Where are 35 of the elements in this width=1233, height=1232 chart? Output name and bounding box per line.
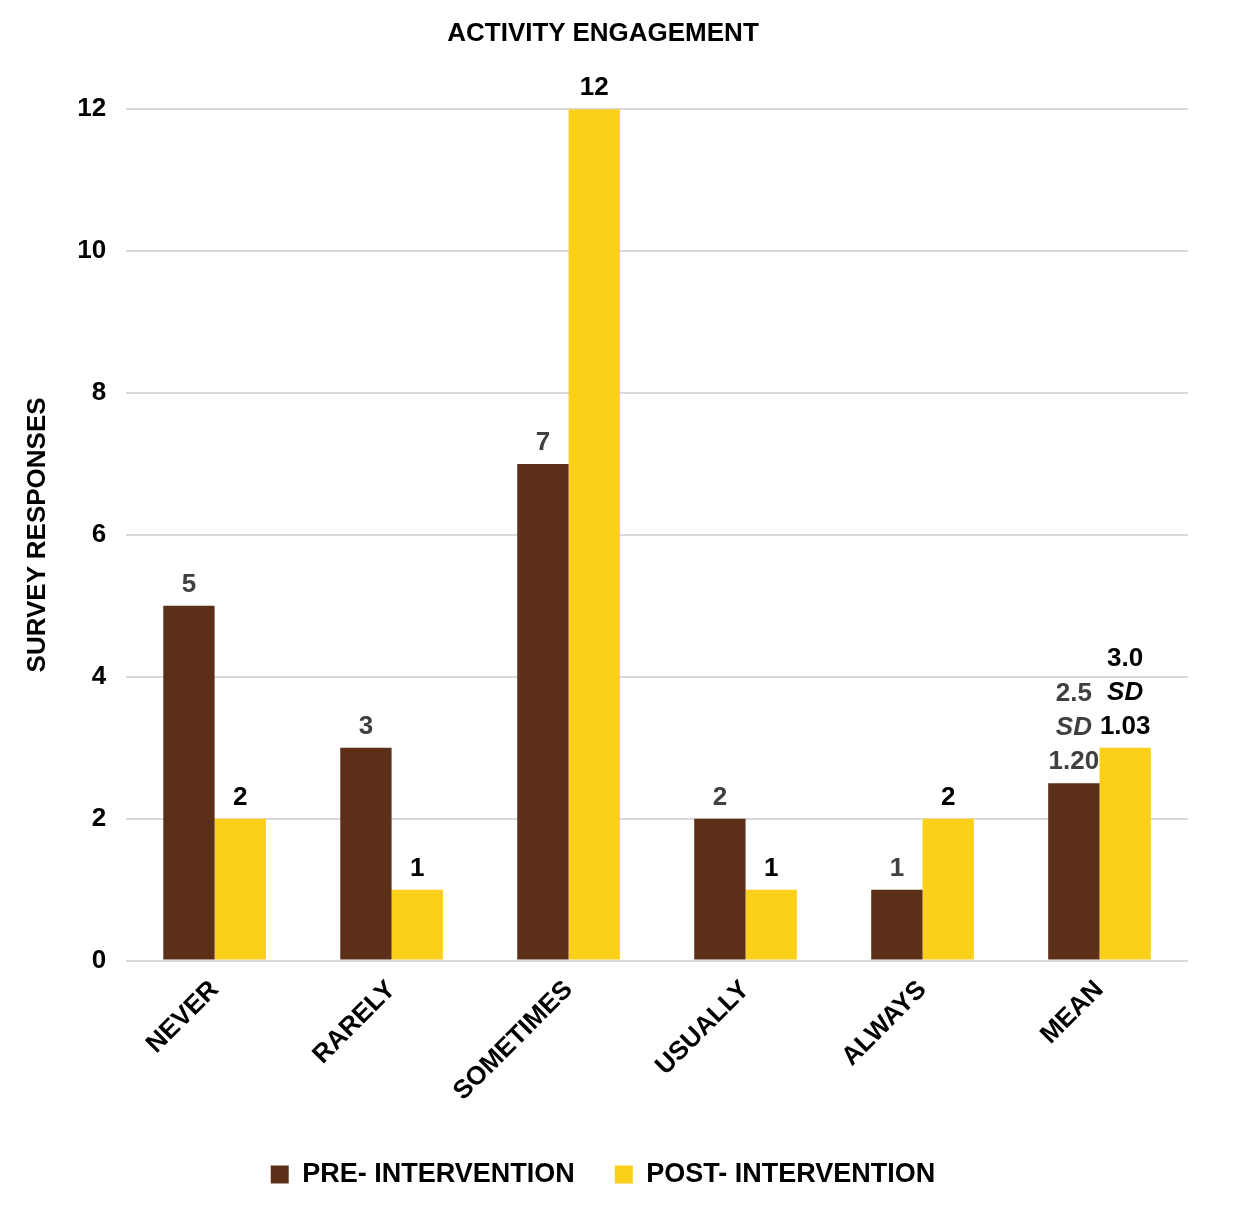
chart-title: ACTIVITY ENGAGEMENT (447, 16, 759, 47)
data-label: 2 (233, 780, 248, 811)
bar (517, 463, 569, 960)
bar (1099, 747, 1151, 960)
bar (871, 889, 923, 960)
data-label: 2 (712, 780, 728, 811)
data-label: 2.5 SD 1.20 (1048, 677, 1100, 776)
data-label: 5 (181, 568, 197, 599)
bar (1048, 783, 1100, 960)
y-tick-label: 10 (77, 234, 107, 265)
y-axis-title: SURVEY RESPONSES (20, 397, 51, 673)
bar (922, 818, 974, 960)
y-tick-label: 4 (91, 659, 107, 690)
y-tick-label: 8 (91, 376, 107, 407)
legend-label: PRE- INTERVENTION (302, 1157, 575, 1188)
bar (214, 818, 266, 960)
data-label: 3 (358, 709, 374, 740)
bar (568, 109, 620, 960)
y-tick-label: 12 (77, 92, 107, 123)
y-tick-label: 6 (91, 518, 107, 549)
data-label: 1 (889, 851, 905, 882)
bar (745, 889, 797, 960)
bar (340, 747, 392, 960)
y-tick-label: 2 (91, 801, 107, 832)
data-label: 3.0 SD 1.03 (1099, 641, 1151, 740)
y-tick-label: 0 (91, 943, 107, 974)
data-label: 1 (763, 851, 779, 882)
data-label: 7 (535, 426, 551, 457)
data-label: 12 (579, 71, 609, 102)
data-label: 2 (940, 780, 956, 811)
bar (391, 889, 443, 960)
data-label: 1 (410, 851, 425, 882)
bar (694, 818, 746, 960)
legend-label: POST- INTERVENTION (646, 1157, 936, 1188)
bar (163, 605, 215, 960)
